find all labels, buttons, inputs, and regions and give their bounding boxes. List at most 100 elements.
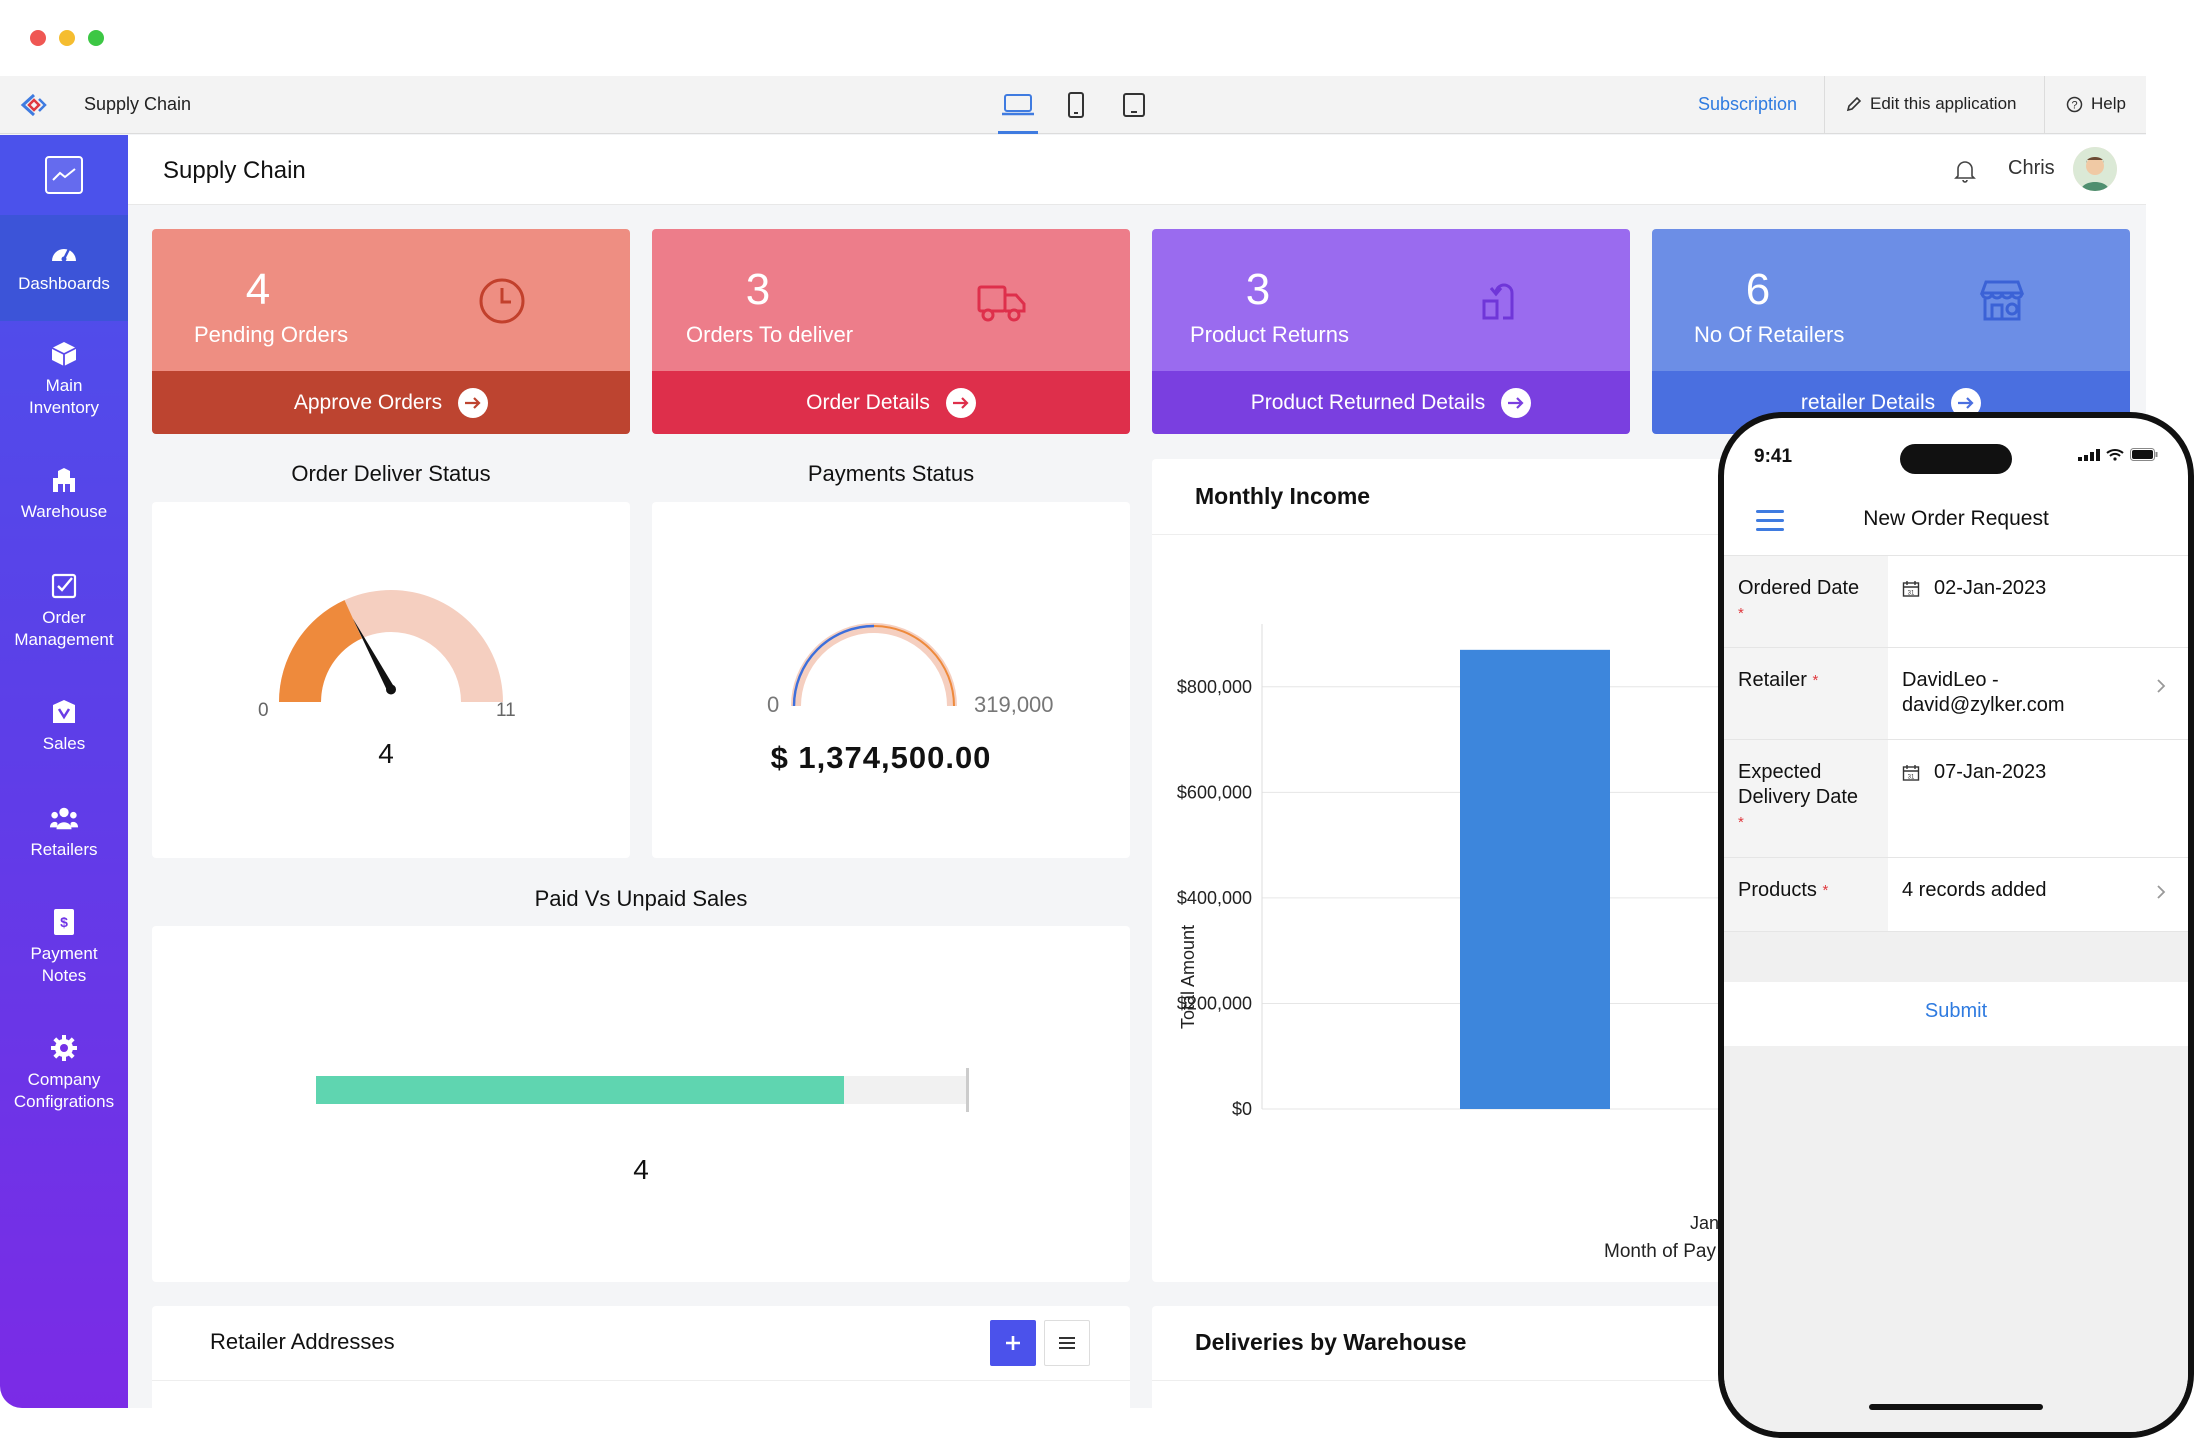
required-marker: * [1812, 672, 1819, 689]
sidebar-item-label: Sales [42, 734, 86, 753]
sidebar-item-order-management[interactable]: Order Management [0, 571, 128, 651]
add-record-button[interactable] [990, 1320, 1036, 1366]
card-value: 3 [1245, 265, 1271, 314]
page-title: Supply Chain [163, 157, 306, 184]
box-icon [49, 339, 79, 369]
mobile-view-icon[interactable] [1114, 86, 1154, 124]
sidebar-item-warehouse[interactable]: Warehouse [0, 465, 128, 523]
people-icon [49, 803, 79, 833]
gauge-needle [352, 618, 395, 692]
desktop-view-icon[interactable] [998, 86, 1038, 134]
card-top: 3 Orders To deliver [652, 229, 1130, 371]
approve-orders-button[interactable]: Approve Orders [152, 371, 630, 434]
checklist-icon [49, 571, 79, 601]
card-label: Pending Orders [194, 322, 349, 347]
pending-orders-card: 4 Pending Orders Approve Orders [152, 229, 630, 434]
retailer-row[interactable]: Retailer * DavidLeo - david@zylker.com [1724, 648, 2188, 740]
sidebar-item-retailers[interactable]: Retailers [0, 803, 128, 861]
retailer-email: david@zylker.com [1902, 694, 2065, 716]
date-text: 02-Jan-2023 [1934, 577, 2047, 599]
store-icon [1979, 280, 2025, 321]
sidebar-item-label: Warehouse [20, 502, 108, 521]
field-label-text: Delivery Date [1738, 786, 1859, 808]
minimize-dot[interactable] [59, 30, 75, 46]
top-bar: Supply Chain Subscription Edit this appl… [0, 76, 2146, 134]
calendar-icon: 31 [1902, 580, 1920, 597]
creator-logo-icon[interactable] [20, 92, 48, 118]
order-details-button[interactable]: Order Details [652, 371, 1130, 434]
svg-text:?: ? [2071, 99, 2077, 111]
edit-application-button[interactable]: Edit this application [1846, 94, 2016, 114]
bell-icon[interactable] [1954, 159, 1976, 183]
retailer-value: DavidLeo - david@zylker.com [1902, 668, 2065, 718]
close-dot[interactable] [30, 30, 46, 46]
gauge-outline [793, 625, 955, 707]
calendar-icon: 31 [1902, 764, 1920, 781]
order-deliver-status-title: Order Deliver Status [291, 461, 491, 486]
chevron-right-icon[interactable] [2156, 678, 2166, 694]
help-button[interactable]: ? Help [2066, 94, 2126, 114]
required-marker: * [1822, 882, 1829, 899]
avatar[interactable] [2073, 147, 2117, 191]
ordered-date-row[interactable]: Ordered Date * 31 02-Jan-2023 [1724, 556, 2188, 648]
list-view-button[interactable] [1044, 1320, 1090, 1366]
divider [2044, 76, 2045, 134]
card-action-label: Approve Orders [293, 390, 443, 414]
phone-header: New Order Request [1724, 482, 2188, 556]
phone-mockup: 9:41 New Order Request Ordered Date * 31 … [1718, 412, 2194, 1438]
y-axis-label: Total Amount [1178, 924, 1198, 1029]
card-action-label: retailer Details [1800, 390, 1936, 414]
ordered-date-value[interactable]: 31 02-Jan-2023 [1902, 576, 2046, 601]
expected-delivery-row[interactable]: Expected Delivery Date * 31 07-Jan-2023 [1724, 740, 2188, 858]
app-name: Supply Chain [84, 94, 192, 114]
payments-gauge-panel: 0 319,000 $ 1,374,500.00 [652, 502, 1130, 858]
gauge-value: 4 [378, 738, 394, 769]
menu-icon [1059, 1337, 1075, 1349]
help-label: Help [2091, 94, 2126, 113]
sales-icon [49, 697, 79, 727]
sidebar-item-main-inventory[interactable]: Main Inventory [0, 339, 128, 419]
card-top: 6 No Of Retailers [1652, 229, 2130, 371]
sidebar-item-payment-notes[interactable]: $ Payment Notes [0, 907, 128, 987]
card-action-label: Product Returned Details [1250, 390, 1486, 414]
sidebar-item-company-configrations[interactable]: Company Configrations [0, 1033, 128, 1113]
retailer-addresses-title: Retailer Addresses [210, 1329, 395, 1354]
card-value: 4 [245, 265, 271, 314]
maximize-dot[interactable] [88, 30, 104, 46]
subscription-link[interactable]: Subscription [1698, 94, 1798, 114]
card-label: Product Returns [1190, 322, 1349, 347]
gauge-track [791, 623, 957, 707]
help-icon: ? [2066, 96, 2083, 112]
bar-jan[interactable] [1460, 649, 1610, 1109]
user-name[interactable]: Chris [2008, 157, 2055, 179]
sidebar-item-label: Payment Notes [30, 944, 98, 985]
progress-end-marker [966, 1068, 969, 1112]
product-returned-details-button[interactable]: Product Returned Details [1152, 371, 1630, 434]
orders-to-deliver-card: 3 Orders To deliver Order Details [652, 229, 1130, 434]
payments-status-title: Payments Status [807, 461, 975, 486]
gauge-fill [792, 624, 875, 707]
hamburger-icon[interactable] [1756, 510, 1784, 537]
retailers-card: 6 No Of Retailers retailer Details [1652, 229, 2130, 434]
pencil-icon [1846, 96, 1862, 112]
gauge-fill [279, 600, 362, 702]
expected-delivery-value[interactable]: 31 07-Jan-2023 [1902, 760, 2046, 785]
field-label: Expected Delivery Date * [1724, 740, 1888, 857]
submit-button[interactable]: Submit [1924, 1000, 1988, 1022]
clock-icon [479, 278, 525, 324]
arrow-right-icon [458, 387, 489, 418]
products-row[interactable]: Products * 4 records added [1724, 858, 2188, 932]
sidebar-brand[interactable] [0, 135, 128, 215]
chevron-right-icon[interactable] [2156, 884, 2166, 900]
phone-title: New Order Request [1863, 507, 2049, 530]
svg-text:31: 31 [1908, 774, 1915, 780]
sidebar-item-dashboards[interactable]: Dashboards [0, 215, 128, 321]
payment-icon: $ [49, 907, 79, 937]
dynamic-island [1900, 444, 2012, 474]
sidebar-item-sales[interactable]: Sales [0, 697, 128, 755]
svg-text:31: 31 [1908, 590, 1915, 596]
truck-icon [977, 285, 1026, 322]
status-icons [2078, 448, 2158, 461]
tablet-view-icon[interactable] [1056, 86, 1096, 124]
